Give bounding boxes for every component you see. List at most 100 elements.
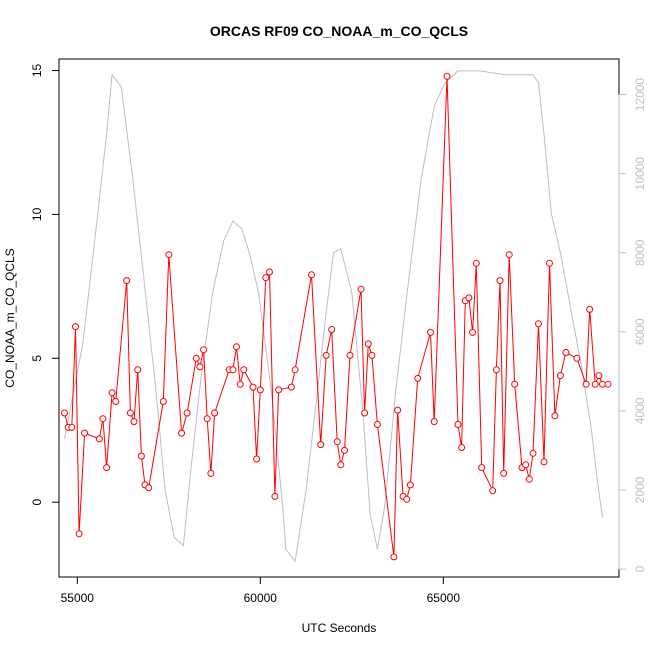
co-point [458,444,466,451]
co-point [229,366,237,374]
co-point [373,421,381,428]
co-point [328,326,336,333]
co-point [145,484,153,492]
y2-tick-label: 10000 [633,157,647,191]
co-point [236,380,244,388]
y2-tick-label: 0 [633,565,647,572]
y2-tick-label: 12000 [633,78,647,112]
co-point [511,380,519,388]
co-point [496,277,504,285]
co-point [586,305,594,313]
co-point [595,372,603,380]
x-axis-label: UTC Seconds [302,621,377,635]
co-point [317,441,325,449]
co-point [489,487,497,495]
co-point [192,354,200,362]
co-point [443,72,451,80]
y-axis-label: CO_NOAA_m_CO_QCLS [3,248,17,387]
co-point [211,409,219,417]
x-tick-label: 65000 [427,591,461,605]
co-point [505,251,513,259]
co-point [540,458,548,466]
co-point [126,409,134,417]
co-point [357,285,365,293]
co-point [275,386,283,394]
co-point [390,553,398,561]
co-point [271,492,279,500]
co-point [430,418,438,426]
y-axis-left: 0 5 10 15 [30,64,60,506]
co-point [500,469,508,477]
co-point [123,277,131,285]
co-series [61,72,612,561]
co-point [262,274,270,282]
y-tick-label: 0 [30,499,44,506]
co-point [556,372,564,380]
co-point [240,366,248,374]
co-point [203,415,211,423]
co-point [406,481,414,489]
co-point [256,386,264,394]
plot-frame [58,58,620,578]
plot-box [58,58,620,578]
y-axis-right: 0 2000 4000 6000 8000 10000 12000 [618,78,647,572]
co-point [266,268,273,276]
co-point [591,380,599,388]
x-tick-label: 60000 [244,591,278,605]
co-point [287,383,295,391]
co-point [130,418,138,426]
co-point [72,323,79,331]
co-point [394,406,402,414]
co-point [535,320,542,328]
y2-tick-label: 4000 [633,397,647,424]
co-point [159,398,167,405]
co-point [529,449,537,457]
co-point [427,328,434,336]
x-tick-label: 55000 [61,591,95,605]
y2-tick-label: 8000 [633,239,647,266]
co-point [75,530,83,538]
co-point [604,380,612,388]
co-point [233,343,240,351]
co-point [333,438,341,446]
co-point [207,469,215,477]
co-point [95,435,103,443]
co-point [178,429,186,437]
co-point [492,366,500,374]
co-point [81,429,89,437]
co-point [308,271,315,279]
co-point [562,349,570,356]
co-point [249,383,257,391]
co-point [368,351,376,359]
y-tick-label: 10 [30,207,44,221]
co-point [200,346,208,354]
co-point [322,351,330,359]
co-point [582,380,590,388]
co-point [364,340,372,348]
co-point [337,461,345,469]
co-point [465,294,473,302]
y2-tick-label: 6000 [633,318,647,345]
co-point [183,409,191,417]
altitude-series [64,70,603,563]
co-point [522,461,530,469]
co-point [196,363,204,371]
co-point [253,455,261,463]
co-point [341,446,348,454]
altitude-line [64,70,603,563]
co-point [478,464,486,472]
co-point [346,351,354,359]
co-point [134,366,142,374]
co-point [414,374,422,382]
y-tick-label: 5 [30,355,44,362]
co-point [68,423,76,431]
co-point [99,415,107,423]
co-point [291,366,299,374]
co-point [454,421,462,428]
co-point [546,259,553,267]
chart-title: ORCAS RF09 CO_NOAA_m_CO_QCLS [210,23,468,39]
y-tick-label: 15 [30,64,44,78]
x-axis: 55000 60000 65000 [61,576,461,605]
co-point [112,398,120,405]
